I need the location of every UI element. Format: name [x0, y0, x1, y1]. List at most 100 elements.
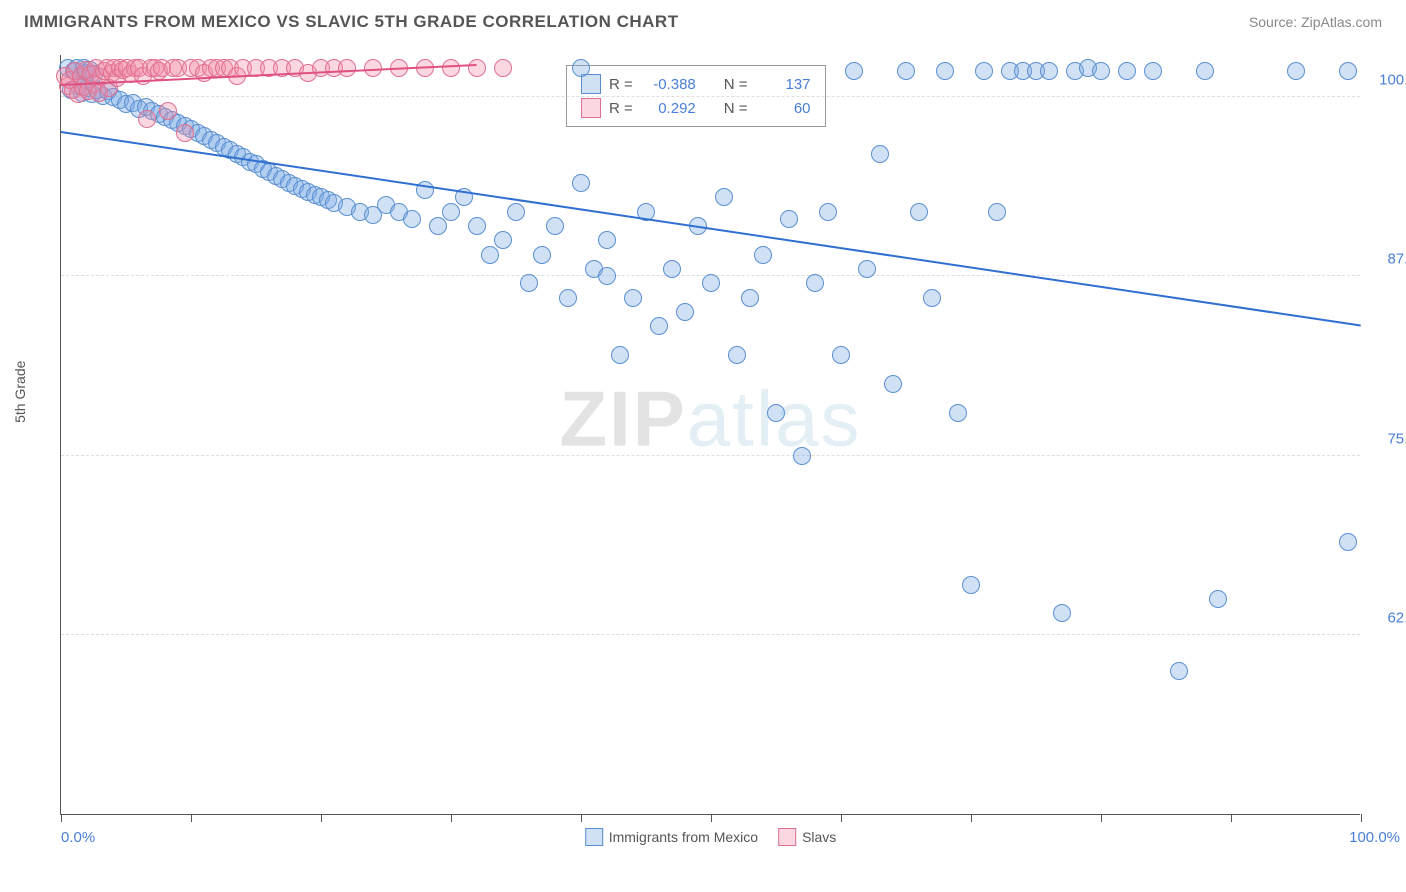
x-axis-tick — [61, 814, 62, 822]
r-label: R = — [609, 76, 633, 93]
n-value: 137 — [756, 76, 811, 93]
scatter-point — [741, 289, 759, 307]
scatter-point — [546, 217, 564, 235]
scatter-point — [468, 59, 486, 77]
chart-plot-area: ZIPatlas R = -0.388 N = 137 R = 0.292 N … — [60, 55, 1360, 815]
scatter-point — [494, 231, 512, 249]
x-axis-tick — [581, 814, 582, 822]
scatter-point — [884, 375, 902, 393]
scatter-point — [624, 289, 642, 307]
scatter-point — [923, 289, 941, 307]
scatter-point — [1040, 62, 1058, 80]
gridline — [61, 96, 1360, 97]
x-axis-tick — [1231, 814, 1232, 822]
chart-legend: Immigrants from Mexico Slavs — [585, 828, 837, 846]
gridline — [61, 634, 1360, 635]
trendline — [61, 131, 1361, 327]
scatter-point — [159, 102, 177, 120]
scatter-point — [650, 317, 668, 335]
scatter-point — [1287, 62, 1305, 80]
scatter-point — [793, 447, 811, 465]
scatter-point — [780, 210, 798, 228]
scatter-point — [897, 62, 915, 80]
y-axis-tick-label: 87.5% — [1387, 251, 1406, 268]
x-axis-tick — [711, 814, 712, 822]
scatter-point — [598, 267, 616, 285]
scatter-point — [507, 203, 525, 221]
series-swatch — [581, 74, 601, 94]
x-axis-tick — [841, 814, 842, 822]
y-axis-tick-label: 75.0% — [1387, 430, 1406, 447]
legend-label: Immigrants from Mexico — [609, 829, 758, 845]
y-axis-tick-label: 62.5% — [1387, 609, 1406, 626]
scatter-point — [1339, 62, 1357, 80]
scatter-point — [702, 274, 720, 292]
scatter-point — [572, 174, 590, 192]
r-label: R = — [609, 100, 633, 117]
scatter-point — [611, 346, 629, 364]
legend-swatch — [585, 828, 603, 846]
scatter-point — [442, 59, 460, 77]
scatter-point — [962, 576, 980, 594]
n-label: N = — [724, 100, 748, 117]
scatter-point — [572, 59, 590, 77]
scatter-point — [338, 59, 356, 77]
scatter-point — [429, 217, 447, 235]
scatter-point — [767, 404, 785, 422]
x-axis-tick — [451, 814, 452, 822]
scatter-point — [403, 210, 421, 228]
scatter-point — [845, 62, 863, 80]
scatter-point — [819, 203, 837, 221]
scatter-point — [176, 124, 194, 142]
scatter-point — [832, 346, 850, 364]
scatter-point — [138, 110, 156, 128]
x-axis-tick — [321, 814, 322, 822]
watermark-part1: ZIP — [559, 375, 686, 463]
scatter-point — [481, 246, 499, 264]
r-value: -0.388 — [641, 76, 696, 93]
scatter-point — [988, 203, 1006, 221]
y-axis-tick-label: 100.0% — [1379, 72, 1406, 89]
x-axis-tick — [971, 814, 972, 822]
scatter-point — [676, 303, 694, 321]
n-label: N = — [724, 76, 748, 93]
gridline — [61, 455, 1360, 456]
watermark: ZIPatlas — [559, 374, 861, 465]
scatter-point — [1170, 662, 1188, 680]
y-axis-title: 5th Grade — [12, 361, 28, 423]
scatter-point — [975, 62, 993, 80]
scatter-point — [806, 274, 824, 292]
stats-row: R = 0.292 N = 60 — [581, 96, 811, 120]
x-axis-tick — [1101, 814, 1102, 822]
n-value: 60 — [756, 100, 811, 117]
scatter-point — [1118, 62, 1136, 80]
scatter-point — [858, 260, 876, 278]
r-value: 0.292 — [641, 100, 696, 117]
x-axis-tick — [191, 814, 192, 822]
x-axis-tick — [1361, 814, 1362, 822]
scatter-point — [871, 145, 889, 163]
chart-title: IMMIGRANTS FROM MEXICO VS SLAVIC 5TH GRA… — [24, 12, 679, 32]
scatter-point — [520, 274, 538, 292]
stats-row: R = -0.388 N = 137 — [581, 72, 811, 96]
scatter-point — [1196, 62, 1214, 80]
scatter-point — [533, 246, 551, 264]
scatter-point — [559, 289, 577, 307]
legend-label: Slavs — [802, 829, 836, 845]
series-swatch — [581, 98, 601, 118]
scatter-point — [1339, 533, 1357, 551]
legend-item: Immigrants from Mexico — [585, 828, 758, 846]
scatter-point — [754, 246, 772, 264]
scatter-point — [598, 231, 616, 249]
scatter-point — [936, 62, 954, 80]
scatter-point — [1053, 604, 1071, 622]
scatter-point — [1144, 62, 1162, 80]
scatter-point — [494, 59, 512, 77]
scatter-point — [910, 203, 928, 221]
legend-item: Slavs — [778, 828, 836, 846]
legend-swatch — [778, 828, 796, 846]
scatter-point — [468, 217, 486, 235]
scatter-point — [715, 188, 733, 206]
scatter-point — [728, 346, 746, 364]
x-axis-max-label: 100.0% — [1349, 829, 1400, 846]
